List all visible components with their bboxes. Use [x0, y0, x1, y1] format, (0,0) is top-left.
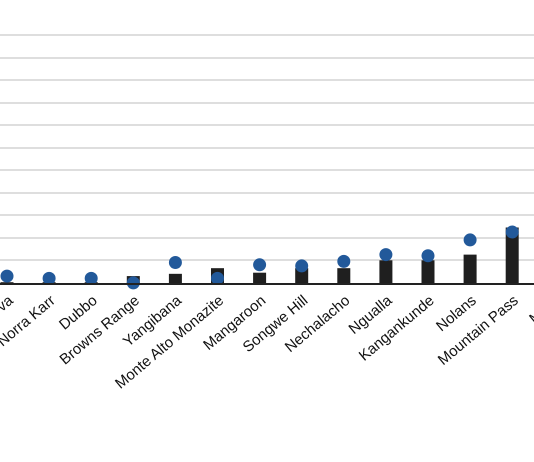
bar-10: [421, 260, 435, 284]
point-2: [84, 271, 98, 285]
bar-series: [0, 227, 519, 284]
bar-8: [337, 268, 351, 284]
bar-7: [295, 268, 309, 284]
bar-11: [463, 254, 477, 284]
x-tick-label: Mt W: [526, 292, 534, 328]
bar-6: [253, 272, 267, 284]
point-1: [42, 271, 56, 285]
point-7: [295, 259, 309, 273]
point-0: [0, 269, 14, 283]
x-tick-label: Kangankunde: [356, 292, 438, 365]
bar-12: [505, 227, 519, 284]
point-9: [379, 248, 393, 262]
point-10: [421, 249, 435, 263]
point-6: [253, 258, 267, 272]
gridlines: [0, 34, 534, 261]
point-12: [505, 225, 519, 239]
point-8: [337, 254, 351, 268]
point-5: [211, 271, 224, 285]
bar-9: [379, 260, 393, 284]
x-tick-label: va: [0, 292, 17, 316]
point-3: [126, 276, 140, 290]
point-series: [0, 225, 519, 290]
point-4: [168, 256, 182, 270]
point-11: [463, 233, 477, 247]
bar-4: [168, 273, 182, 284]
